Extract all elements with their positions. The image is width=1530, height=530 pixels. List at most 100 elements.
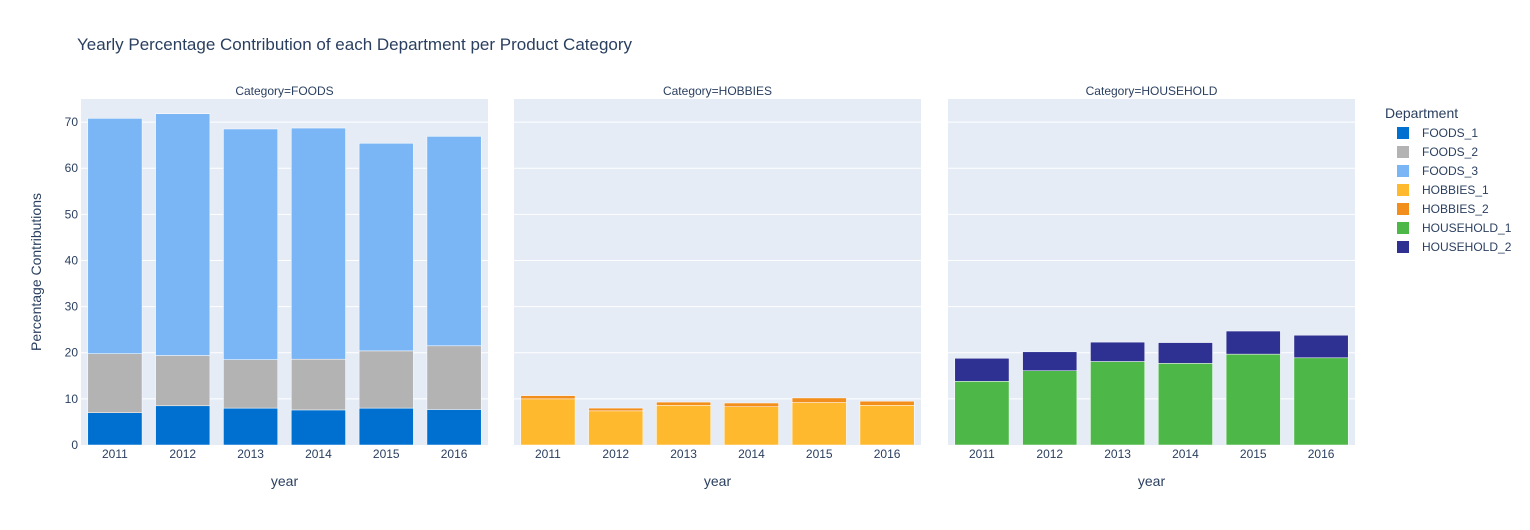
legend: Department FOODS_1 FOODS_2 FOODS_3 HOBBIES_… bbox=[1385, 105, 1512, 254]
facet-panels: Category=FOODS 2011 2012 2013 2014 2015 2016 ye… bbox=[65, 84, 1355, 489]
chart-title: Yearly Percentage Contribution of each D… bbox=[77, 35, 633, 54]
bar-hobbies_1-2012[interactable] bbox=[588, 410, 644, 446]
y-tick-label: 70 bbox=[65, 115, 79, 129]
legend-item-household_1[interactable]: HOUSEHOLD_1 bbox=[1397, 221, 1512, 235]
legend-label: HOBBIES_2 bbox=[1422, 202, 1489, 216]
bar-foods_2-2014[interactable] bbox=[291, 358, 346, 411]
legend-title: Department bbox=[1385, 105, 1458, 121]
bar-hobbies_1-2016[interactable] bbox=[859, 405, 915, 446]
bar-foods_1-2013[interactable] bbox=[223, 407, 278, 446]
legend-swatch bbox=[1397, 165, 1409, 177]
legend-items: FOODS_1 FOODS_2 FOODS_3 HOBBIES_1 HOBBIES_2 H… bbox=[1397, 126, 1512, 254]
bar-foods_2-2015[interactable] bbox=[358, 350, 414, 409]
bar-hobbies_1-2015[interactable] bbox=[791, 402, 847, 446]
bar-hobbies_2-2012[interactable] bbox=[588, 407, 644, 412]
y-tick-label: 20 bbox=[65, 346, 79, 360]
legend-item-household_2[interactable]: HOUSEHOLD_2 bbox=[1397, 240, 1512, 254]
bar-hobbies_2-2016[interactable] bbox=[859, 400, 915, 406]
legend-swatch bbox=[1397, 127, 1409, 139]
x-tick-label: 2011 bbox=[969, 447, 995, 461]
bar-foods_1-2012[interactable] bbox=[155, 405, 211, 446]
bar-household_1-2016[interactable] bbox=[1293, 357, 1349, 446]
legend-swatch bbox=[1397, 203, 1409, 215]
bar-hobbies_1-2013[interactable] bbox=[656, 405, 711, 446]
bar-foods_3-2015[interactable] bbox=[358, 143, 414, 352]
bar-foods_2-2016[interactable] bbox=[426, 345, 482, 410]
bar-hobbies_2-2013[interactable] bbox=[656, 401, 711, 406]
facet-panel: Category=HOBBIES 2011 2012 2013 2014 2015 2016… bbox=[514, 84, 921, 489]
y-tick-label: 30 bbox=[65, 300, 79, 314]
bar-foods_3-2013[interactable] bbox=[223, 128, 278, 360]
bar-foods_2-2012[interactable] bbox=[155, 355, 211, 407]
bar-foods_1-2014[interactable] bbox=[291, 409, 346, 446]
bar-foods_1-2016[interactable] bbox=[426, 409, 482, 446]
legend-label: HOBBIES_1 bbox=[1422, 183, 1489, 197]
legend-label: HOUSEHOLD_2 bbox=[1422, 240, 1512, 254]
panel-title: Category=HOUSEHOLD bbox=[1086, 84, 1218, 98]
bar-household_1-2015[interactable] bbox=[1225, 353, 1281, 446]
bar-hobbies_2-2015[interactable] bbox=[791, 397, 847, 403]
bar-household_2-2015[interactable] bbox=[1225, 330, 1281, 355]
y-tick-label: 0 bbox=[71, 438, 78, 452]
bar-foods_3-2014[interactable] bbox=[291, 127, 346, 360]
bar-household_2-2014[interactable] bbox=[1158, 342, 1213, 364]
bar-foods_1-2015[interactable] bbox=[358, 407, 414, 446]
bar-household_1-2013[interactable] bbox=[1090, 361, 1145, 446]
x-axis-title: year bbox=[271, 473, 299, 489]
x-tick-label: 2016 bbox=[1308, 447, 1335, 461]
legend-swatch bbox=[1397, 222, 1409, 234]
bar-foods_3-2016[interactable] bbox=[426, 136, 482, 347]
legend-item-hobbies_2[interactable]: HOBBIES_2 bbox=[1397, 202, 1489, 216]
bar-foods_3-2012[interactable] bbox=[155, 113, 211, 356]
bar-foods_1-2011[interactable] bbox=[87, 412, 143, 446]
x-tick-label: 2011 bbox=[535, 447, 561, 461]
bar-household_2-2013[interactable] bbox=[1090, 341, 1145, 362]
y-tick-label: 10 bbox=[65, 392, 79, 406]
bar-household_2-2016[interactable] bbox=[1293, 334, 1349, 359]
bar-household_2-2012[interactable] bbox=[1022, 351, 1078, 371]
legend-label: HOUSEHOLD_1 bbox=[1422, 221, 1512, 235]
facet-panel: Category=HOUSEHOLD 2011 2012 2013 2014 2015 20… bbox=[948, 84, 1355, 489]
bar-foods_3-2011[interactable] bbox=[87, 118, 143, 354]
bar-household_2-2011[interactable] bbox=[954, 358, 1010, 382]
x-tick-label: 2013 bbox=[1104, 447, 1131, 461]
bar-foods_2-2013[interactable] bbox=[223, 359, 278, 409]
bar-foods_2-2011[interactable] bbox=[87, 353, 143, 413]
x-tick-label: 2011 bbox=[102, 447, 128, 461]
x-tick-label: 2012 bbox=[1036, 447, 1063, 461]
x-tick-label: 2012 bbox=[602, 447, 629, 461]
legend-swatch bbox=[1397, 146, 1409, 158]
y-tick-label: 50 bbox=[65, 207, 79, 221]
x-tick-label: 2015 bbox=[806, 447, 833, 461]
plot-background bbox=[81, 99, 488, 445]
legend-item-foods_2[interactable]: FOODS_2 bbox=[1397, 145, 1478, 159]
legend-swatch bbox=[1397, 241, 1409, 253]
bar-household_1-2014[interactable] bbox=[1158, 363, 1213, 446]
bar-hobbies_1-2011[interactable] bbox=[520, 398, 576, 446]
legend-item-foods_1[interactable]: FOODS_1 bbox=[1397, 126, 1478, 140]
bar-household_1-2011[interactable] bbox=[954, 381, 1010, 446]
x-tick-label: 2016 bbox=[441, 447, 468, 461]
legend-label: FOODS_2 bbox=[1422, 145, 1478, 159]
x-tick-label: 2014 bbox=[305, 447, 332, 461]
bar-hobbies_1-2014[interactable] bbox=[724, 406, 779, 446]
panel-title: Category=FOODS bbox=[235, 84, 333, 98]
x-tick-label: 2014 bbox=[1172, 447, 1199, 461]
bar-hobbies_2-2011[interactable] bbox=[520, 395, 576, 400]
x-tick-label: 2014 bbox=[738, 447, 765, 461]
bar-household_1-2012[interactable] bbox=[1022, 370, 1078, 446]
bar-hobbies_2-2014[interactable] bbox=[724, 402, 779, 407]
plot-background bbox=[514, 99, 921, 445]
plot-background bbox=[948, 99, 1355, 445]
legend-swatch bbox=[1397, 184, 1409, 196]
y-tick-label: 40 bbox=[65, 253, 79, 267]
legend-item-hobbies_1[interactable]: HOBBIES_1 bbox=[1397, 183, 1489, 197]
x-axis-title: year bbox=[1138, 473, 1166, 489]
x-tick-label: 2012 bbox=[169, 447, 196, 461]
x-tick-label: 2013 bbox=[237, 447, 264, 461]
x-tick-label: 2016 bbox=[874, 447, 901, 461]
y-tick-label: 60 bbox=[65, 161, 79, 175]
legend-item-foods_3[interactable]: FOODS_3 bbox=[1397, 164, 1478, 178]
